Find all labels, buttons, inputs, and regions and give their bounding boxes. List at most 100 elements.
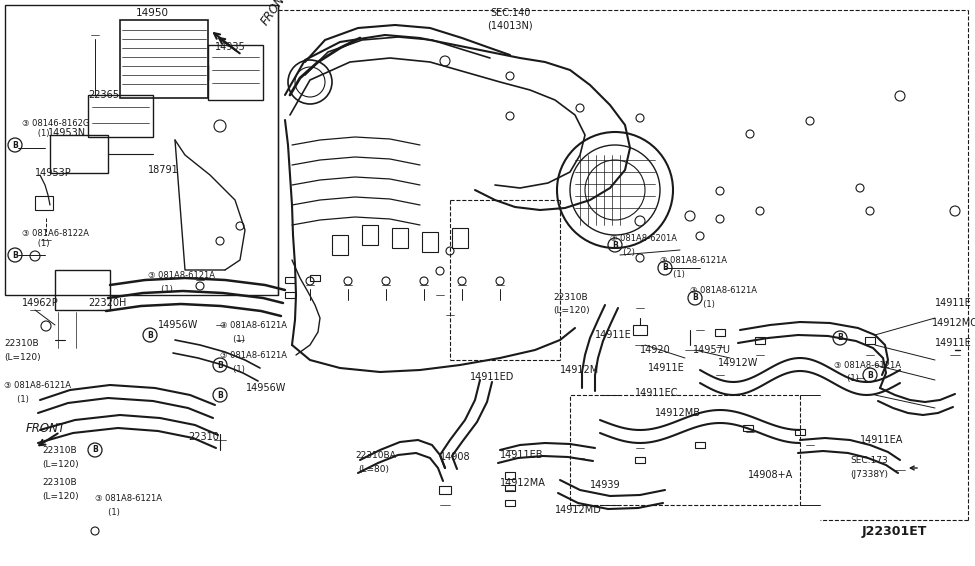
Bar [392,228,408,248]
Text: 14908: 14908 [440,452,471,462]
Text: FRONT: FRONT [258,0,292,28]
Text: (1): (1) [690,300,715,309]
Bar [88,95,153,137]
Bar [50,135,108,173]
Bar [439,486,451,494]
Text: B: B [217,391,223,400]
Text: 22310B: 22310B [4,339,39,348]
Text: ③ 081A8-6121A: ③ 081A8-6121A [148,271,215,280]
Text: ③ 081A6-8122A
      (1): ③ 081A6-8122A (1) [22,229,89,248]
Text: ③ 081A8-6121A: ③ 081A8-6121A [834,361,901,370]
Bar [505,471,515,478]
Text: ③ 081A8-6121A: ③ 081A8-6121A [4,381,71,390]
Bar [120,20,208,98]
Text: (L=120): (L=120) [42,460,79,469]
Bar [505,500,515,506]
Text: (1): (1) [220,335,245,344]
Text: 14911EA: 14911EA [860,435,904,445]
Text: ③ 081A8-6121A: ③ 081A8-6121A [220,351,287,360]
Text: 14953N: 14953N [48,128,86,138]
Text: B: B [662,264,668,272]
Text: (L=80): (L=80) [358,465,389,474]
Text: 14911E: 14911E [595,330,632,340]
Bar [570,395,800,505]
Text: (J7338Y): (J7338Y) [850,470,888,479]
Bar [332,235,348,255]
Text: (L=120): (L=120) [4,353,41,362]
Text: (L=120): (L=120) [553,306,590,315]
Text: (1): (1) [660,270,684,279]
Text: ③ 08146-8162G
      (1): ③ 08146-8162G (1) [22,119,90,138]
Bar [35,196,53,210]
Text: 14956W: 14956W [158,320,198,330]
Text: 14962P: 14962P [22,298,58,308]
Bar [695,442,705,448]
Text: FRONT: FRONT [26,422,66,435]
Bar [865,337,875,344]
Text: B: B [612,241,618,250]
Text: B: B [692,294,698,302]
Text: 14911ED: 14911ED [470,372,515,382]
Text: 14912MC: 14912MC [932,318,975,328]
Bar [635,457,645,463]
Bar [795,429,805,435]
Text: 14912MA: 14912MA [500,478,546,488]
Text: (1): (1) [148,285,173,294]
Text: ③ 081A8-6121A: ③ 081A8-6121A [690,286,757,295]
Text: 22365: 22365 [88,90,119,100]
Text: (1): (1) [4,395,29,404]
Bar [310,275,320,281]
Text: B: B [838,333,842,342]
Text: 22310B: 22310B [42,446,77,455]
Text: 14911EC: 14911EC [635,388,679,398]
Bar [755,337,765,344]
Text: B: B [12,251,18,259]
Text: B: B [147,331,153,340]
Text: (2): (2) [610,248,635,257]
Text: 14912MB: 14912MB [655,408,701,418]
Text: 14912M: 14912M [560,365,600,375]
Text: (L=120): (L=120) [42,492,79,501]
Text: ③ 081A8-6201A: ③ 081A8-6201A [610,234,677,243]
Text: 14939: 14939 [590,480,621,490]
Bar [505,485,515,491]
Bar [715,328,725,336]
Text: ③ 081A8-6121A: ③ 081A8-6121A [220,321,287,330]
Bar [743,425,753,431]
Text: (1): (1) [95,508,120,517]
Text: 14912W: 14912W [718,358,759,368]
Text: 14920: 14920 [640,345,671,355]
Text: B: B [12,140,18,149]
Text: 14950: 14950 [136,8,169,18]
Text: 22310B: 22310B [553,293,588,302]
Bar [362,225,378,245]
Text: SEC.173: SEC.173 [850,456,888,465]
Bar [55,270,110,310]
Text: J22301ET: J22301ET [862,525,927,538]
Text: SEC.140: SEC.140 [490,8,530,18]
Text: ③ 081A8-6121A: ③ 081A8-6121A [660,256,727,265]
Text: B: B [92,445,98,454]
Text: (14013N): (14013N) [487,20,532,30]
Text: 14912MD: 14912MD [555,505,602,515]
Text: 14911E: 14911E [935,338,972,348]
Bar [285,292,295,298]
Text: 14908+A: 14908+A [748,470,794,480]
Text: ③ 081A8-6121A: ③ 081A8-6121A [95,494,162,503]
Bar [208,45,263,100]
Text: 14911E: 14911E [648,363,684,373]
Text: 14953P: 14953P [35,168,72,178]
Bar [452,228,468,248]
Text: 14911EB: 14911EB [500,450,543,460]
Text: (1): (1) [220,365,245,374]
Bar [422,232,438,252]
Text: 14956W: 14956W [246,383,287,393]
Text: (1): (1) [834,374,859,383]
Text: 22310BA: 22310BA [355,451,396,460]
Text: 22310B: 22310B [42,478,77,487]
Text: 14935: 14935 [215,42,246,52]
Text: 14911E: 14911E [935,298,972,308]
Bar [285,277,295,283]
Text: 14957U: 14957U [693,345,731,355]
Text: 22320H: 22320H [88,298,127,308]
